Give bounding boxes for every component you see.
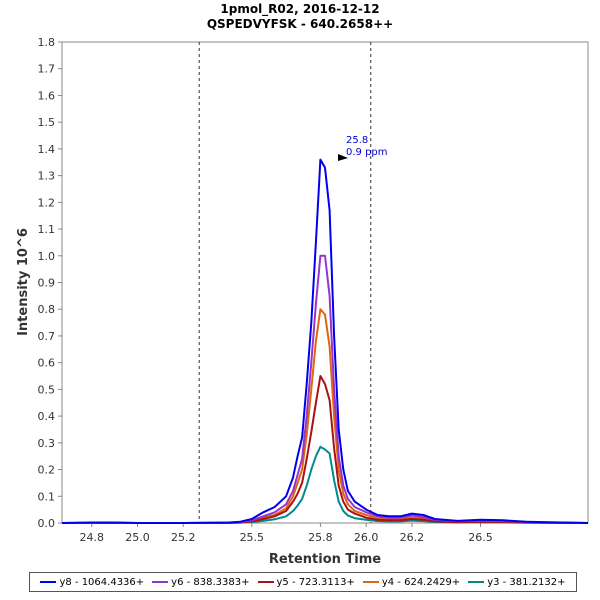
legend-swatch (257, 581, 274, 583)
series-lines (61, 158, 589, 524)
legend-label: y8 - 1064.4336+ (59, 576, 145, 588)
y-tick-label: 1.5 (38, 116, 56, 129)
legend-swatch (152, 581, 169, 583)
legend-label: y5 - 723.3113+ (276, 576, 355, 588)
series-line-y8 (61, 158, 589, 524)
y-tick-label: 0.3 (38, 437, 56, 450)
y-tick-label: 1.0 (38, 250, 56, 263)
legend-item: y3 - 381.2132+ (468, 576, 566, 588)
x-tick-label: 25.0 (125, 531, 150, 544)
chromatogram-chart: 1pmol_R02, 2016-12-12 QSPEDVYFSK - 640.2… (16, 2, 589, 567)
legend-swatch (468, 581, 485, 583)
x-tick-label: 25.2 (171, 531, 196, 544)
x-tick-label: 25.8 (308, 531, 333, 544)
y-axis: 0.0 0.1 0.2 0.3 0.4 0.5 0.6 0.7 0.8 0.9 1.0 1.1 1.2 1… (38, 36, 62, 530)
y-tick-label: 0.9 (38, 277, 56, 290)
y-tick-label: 0.7 (38, 330, 56, 343)
y-tick-label: 1.7 (38, 63, 56, 76)
y-tick-label: 0.5 (38, 383, 56, 396)
legend-label: y3 - 381.2132+ (487, 576, 566, 588)
y-tick-label: 1.3 (38, 170, 56, 183)
legend-item: y5 - 723.3113+ (257, 576, 355, 588)
y-tick-label: 0.0 (38, 517, 56, 530)
x-tick-label: 25.5 (240, 531, 265, 544)
peak-annotation-rt: 25.8 (346, 135, 368, 146)
y-tick-label: 1.8 (38, 36, 56, 49)
y-tick-label: 1.4 (38, 143, 56, 156)
y-tick-label: 0.1 (38, 490, 56, 503)
legend-swatch (40, 581, 57, 583)
y-tick-label: 1.1 (38, 223, 56, 236)
legend-label: y6 - 838.3383+ (171, 576, 250, 588)
y-tick-label: 1.6 (38, 89, 56, 102)
y-tick-label: 0.8 (38, 303, 56, 316)
legend-item: y4 - 624.2429+ (362, 576, 461, 588)
peak-boundaries (198, 42, 372, 523)
peak-marker-arrow (338, 154, 348, 161)
peak-annotation-ppm: 0.9 ppm (346, 147, 388, 158)
legend: y8 - 1064.4336+ y6 - 838.3383+ y5 - 723.31… (29, 572, 577, 592)
y-tick-label: 0.6 (38, 357, 56, 370)
legend-item: y8 - 1064.4336+ (40, 577, 144, 588)
x-tick-label: 26.5 (468, 531, 493, 544)
chart-title: 1pmol_R02, 2016-12-12 (220, 2, 379, 17)
x-axis: 24.8 25.0 25.2 25.5 25.8 26.0 26.2 26.5 (79, 523, 493, 544)
x-axis-label: Retention Time (269, 552, 381, 567)
x-tick-label: 26.0 (354, 531, 379, 544)
y-axis-label: Intensity 10^6 (16, 228, 31, 336)
legend-item: y6 - 838.3383+ (152, 576, 250, 588)
x-tick-label: 26.2 (400, 531, 425, 544)
x-tick-label: 24.8 (79, 531, 104, 544)
y-tick-label: 0.4 (38, 410, 56, 423)
chart-subtitle: QSPEDVYFSK - 640.2658++ (207, 17, 393, 31)
legend-swatch (362, 581, 379, 583)
y-tick-label: 0.2 (38, 464, 56, 477)
y-tick-label: 1.2 (38, 196, 56, 209)
plot-area (61, 41, 589, 524)
legend-label: y4 - 624.2429+ (381, 576, 461, 588)
peak-annotation: 25.8 0.9 ppm (338, 135, 388, 161)
